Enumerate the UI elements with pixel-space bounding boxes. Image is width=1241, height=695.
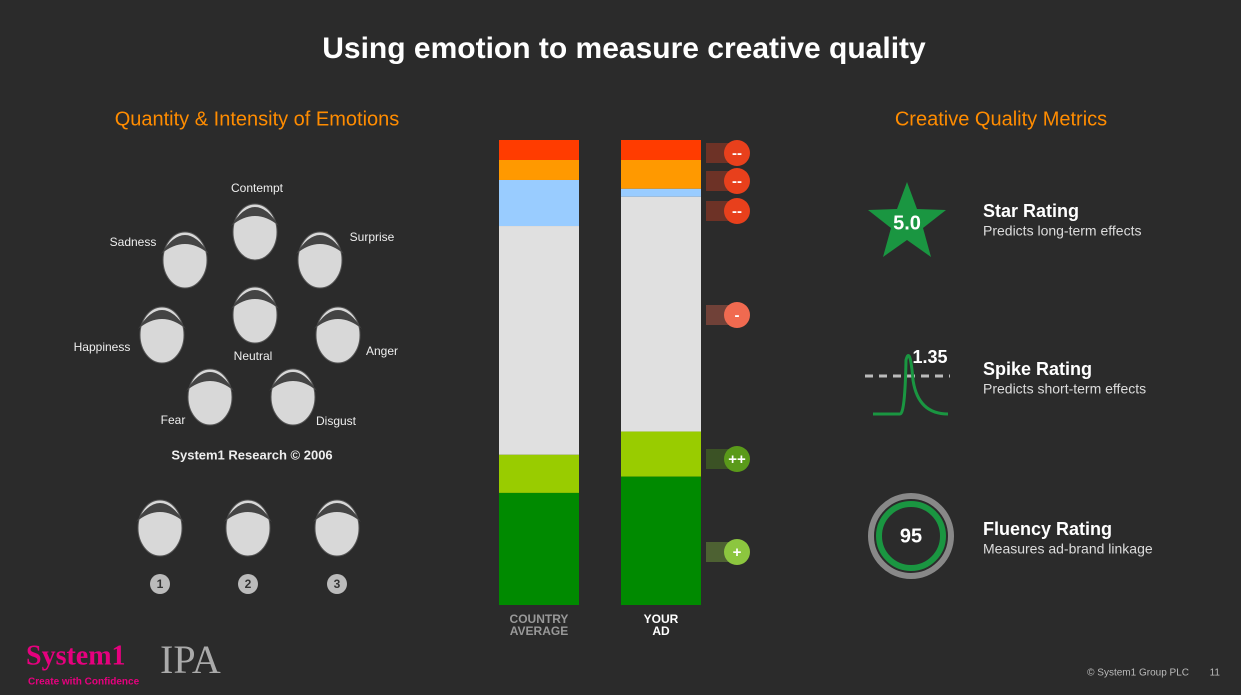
indicator-label: ++	[728, 451, 746, 468]
metric-value: 95	[900, 525, 922, 547]
copyright: © System1 Group PLC	[1087, 668, 1189, 679]
face-hair	[161, 235, 209, 254]
indicator-label: --	[732, 173, 742, 190]
bar-segment	[499, 179, 579, 227]
face-hair	[186, 372, 234, 391]
bar-label: COUNTRY AVERAGE	[510, 612, 569, 638]
bar-segment	[621, 431, 701, 477]
bar-segment	[499, 454, 579, 493]
logo: System1	[26, 640, 126, 671]
bar-segment	[499, 226, 579, 455]
metric-title: Fluency Rating	[983, 519, 1112, 539]
metric-title: Star Rating	[983, 201, 1079, 221]
spike-icon	[873, 354, 949, 416]
bar-segment	[499, 140, 579, 160]
face-label: Anger	[366, 344, 398, 358]
scale-badge	[327, 574, 347, 594]
face-label: Sadness	[110, 235, 157, 249]
scale-number: 2	[245, 577, 252, 591]
face-hair	[138, 310, 186, 329]
bar-segment	[621, 188, 701, 197]
indicator-label: --	[732, 203, 742, 220]
face-hair	[314, 310, 362, 329]
face-hair	[136, 503, 184, 522]
page-number: 11	[1210, 668, 1221, 679]
scale-number: 3	[334, 577, 341, 591]
metric-value: 1.35	[912, 347, 947, 367]
metric-subtitle: Predicts short-term effects	[983, 381, 1146, 397]
bar-segment	[621, 476, 701, 605]
face-hair	[296, 235, 344, 254]
face-hair	[231, 290, 279, 309]
face-label: Surprise	[350, 230, 395, 244]
indicator	[724, 302, 750, 328]
indicator	[724, 168, 750, 194]
tagline: Create with Confidence	[28, 677, 140, 688]
indicator-label: -	[735, 307, 740, 324]
indicator	[724, 539, 750, 565]
metric-subtitle: Measures ad-brand linkage	[983, 541, 1153, 557]
fluency-ring-outer	[868, 493, 954, 579]
face-hair	[231, 207, 279, 226]
bar-segment	[499, 159, 579, 180]
star-icon	[868, 182, 946, 257]
indicator-label: --	[732, 145, 742, 162]
bar-segment	[621, 159, 701, 189]
bar-segment	[621, 140, 701, 160]
face-label: Disgust	[316, 414, 357, 428]
right-heading: Creative Quality Metrics	[895, 108, 1107, 130]
scale-badge	[238, 574, 258, 594]
left-heading: Quantity & Intensity of Emotions	[115, 108, 400, 130]
scale-number: 1	[157, 577, 164, 591]
metric-title: Spike Rating	[983, 359, 1092, 379]
face-hair	[313, 503, 361, 522]
bar-segment	[499, 492, 579, 605]
partner-logo: IPA	[160, 637, 221, 682]
fluency-ring	[876, 501, 946, 571]
bar-segment	[621, 196, 701, 432]
metric-subtitle: Predicts long-term effects	[983, 223, 1141, 239]
face-label: Neutral	[234, 349, 273, 363]
indicator	[724, 446, 750, 472]
face-hair	[224, 503, 272, 522]
indicator	[724, 140, 750, 166]
slide-title: Using emotion to measure creative qualit…	[322, 32, 926, 65]
bar-label: YOUR AD	[644, 612, 679, 638]
scale-badge	[150, 574, 170, 594]
metric-value: 5.0	[893, 212, 921, 234]
face-label: Fear	[161, 413, 186, 427]
face-label: Contempt	[231, 181, 284, 195]
indicator-label: +	[733, 544, 742, 561]
face-label: Happiness	[74, 340, 131, 354]
credit: System1 Research © 2006	[171, 447, 332, 462]
face-hair	[269, 372, 317, 391]
indicator	[724, 198, 750, 224]
